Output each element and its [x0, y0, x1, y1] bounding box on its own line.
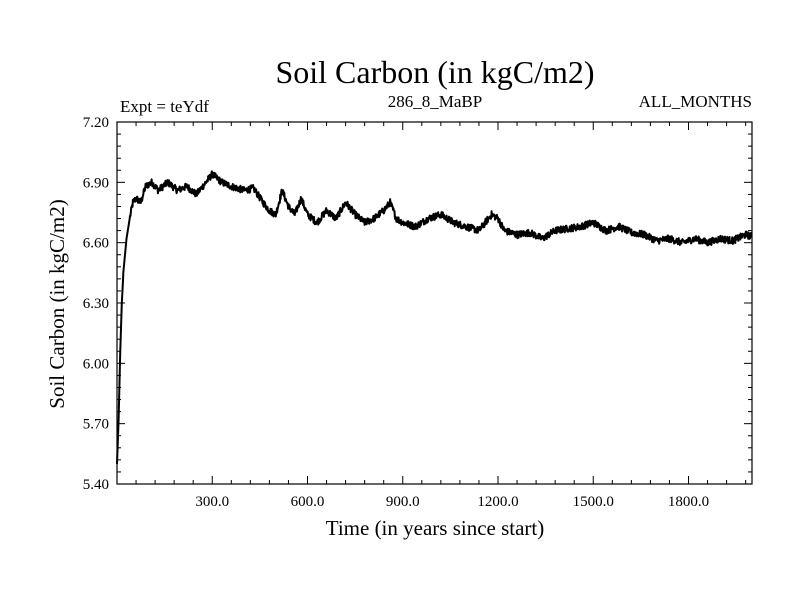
y-tick-label: 6.90	[83, 175, 109, 191]
subtitle-right: ALL_MONTHS	[639, 92, 752, 111]
x-tick-label: 900.0	[386, 494, 420, 510]
x-tick-label: 1200.0	[477, 494, 518, 510]
y-axis-label: Soil Carbon (in kgC/m2)	[45, 199, 69, 408]
y-tick-label: 6.30	[83, 296, 109, 312]
y-tick-label: 6.60	[83, 236, 109, 252]
plot-area: 5.40 5.70 6.00 6.30 6.60 6.90 7.20 300.0 600.0 90…	[83, 115, 753, 510]
x-tick-label: 600.0	[291, 494, 325, 510]
y-tick-label: 5.40	[83, 477, 109, 493]
chart-title: Soil Carbon (in kgC/m2)	[275, 54, 594, 90]
y-tick-label: 6.00	[83, 356, 109, 372]
subtitle-center: 286_8_MaBP	[388, 92, 482, 111]
x-tick-label: 1800.0	[668, 494, 709, 510]
x-tick-label: 300.0	[195, 494, 229, 510]
x-axis-label: Time (in years since start)	[326, 516, 545, 540]
series-line	[116, 170, 753, 464]
experiment-label: Expt = teYdf	[120, 97, 209, 116]
y-tick-label: 5.70	[83, 417, 109, 433]
y-tick-label: 7.20	[83, 115, 109, 131]
x-tick-label: 1500.0	[573, 494, 614, 510]
